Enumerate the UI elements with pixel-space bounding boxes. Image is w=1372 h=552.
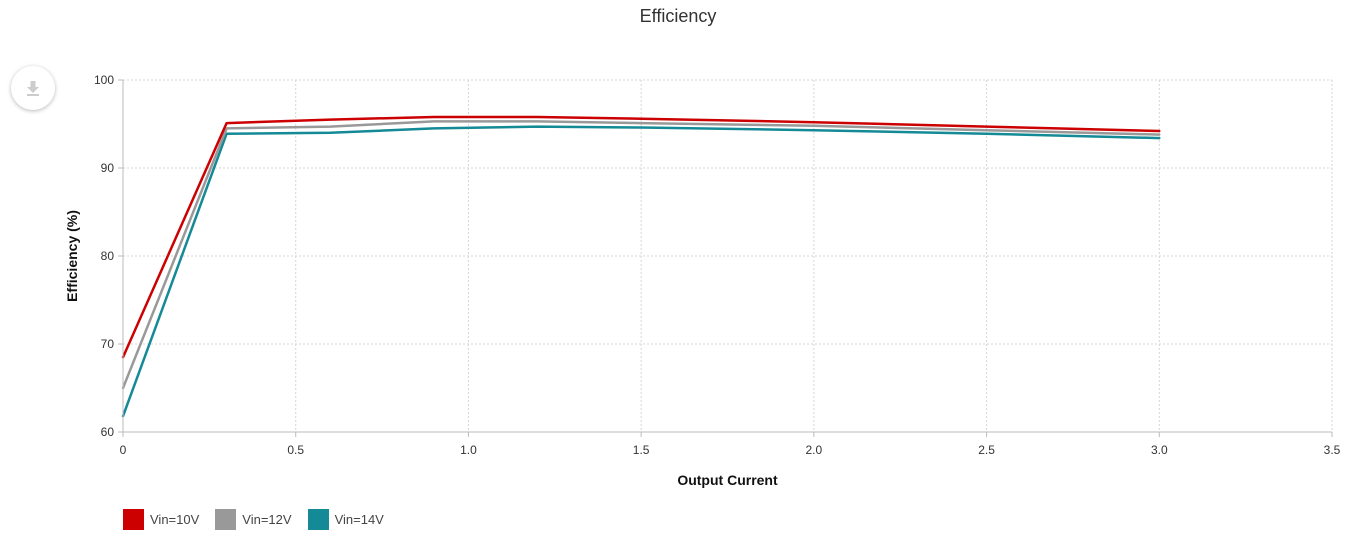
y-tick-label: 90 [101,161,115,175]
legend-label: Vin=10V [150,512,200,527]
x-tick-label: 0.5 [287,443,304,457]
series-line-vin-12v[interactable] [121,120,1161,390]
x-tick-label: 1.5 [633,443,650,457]
y-tick-label: 60 [101,425,115,439]
legend-label: Vin=12V [242,512,292,527]
series-line-vin-14v[interactable] [121,125,1161,418]
legend-swatch [215,509,237,530]
legend-item[interactable]: Vin=12V [215,509,292,530]
legend: Vin=10V Vin=12V Vin=14V [123,509,400,530]
legend-swatch [123,509,144,530]
axes: 0 0.5 1.0 1.5 2.0 2.5 3.0 3.5 60 70 80 90 100 [94,73,1341,457]
y-axis-title: Efficiency (%) [64,210,80,302]
legend-item[interactable]: Vin=14V [307,509,384,530]
x-tick-label: 0 [120,443,127,457]
legend-label: Vin=14V [334,512,384,527]
y-tick-label: 100 [94,73,114,87]
download-button[interactable] [11,66,55,110]
x-tick-label: 1.0 [460,443,477,457]
x-tick-label: 3.0 [1151,443,1168,457]
y-tick-label: 80 [101,249,115,263]
legend-item[interactable]: Vin=10V [123,509,199,530]
grid [123,79,1333,432]
x-tick-label: 2.5 [978,443,995,457]
download-icon [27,81,39,96]
x-axis-title: Output Current [677,472,778,488]
y-tick-label: 70 [101,337,115,351]
chart-title: Efficiency [639,6,717,26]
series-lines [121,115,1161,418]
legend-swatch [307,509,329,530]
x-tick-label: 3.5 [1324,443,1341,457]
series-line-vin-10v[interactable] [121,115,1161,359]
x-tick-label: 2.0 [806,443,823,457]
